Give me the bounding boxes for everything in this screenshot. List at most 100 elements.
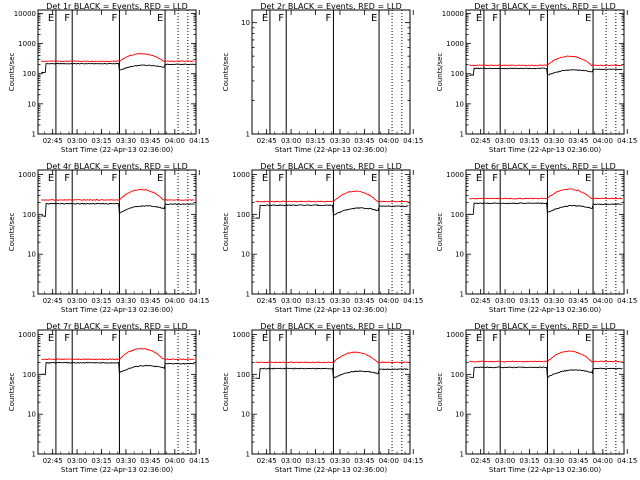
x-tick-label: 03:00	[281, 137, 301, 145]
marker-label: F	[325, 333, 331, 344]
x-tick-label: 03:45	[354, 297, 374, 305]
y-tick-label: 1	[246, 131, 250, 139]
panel-det-6: Det 6r BLACK = Events, RED = LLD 1 10 100 10…	[436, 162, 637, 314]
x-axis-label: Start Time (22-Apr-13 02:36:00)	[61, 466, 173, 474]
panel-title: Det 1r BLACK = Events, RED = LLD	[46, 2, 188, 11]
x-tick-label: 04:00	[593, 297, 613, 305]
y-tick-label: 10000	[442, 10, 464, 18]
marker-label: E	[371, 173, 377, 184]
x-tick-label: 03:00	[495, 137, 515, 145]
marker-label: F	[539, 13, 545, 24]
panel-title: Det 5r BLACK = Events, RED = LLD	[260, 162, 402, 171]
y-axis-label: Counts/sec	[222, 373, 230, 412]
y-tick-label: 1000	[446, 331, 464, 339]
x-tick-label: 04:15	[189, 457, 209, 465]
x-tick-label: 02:45	[471, 297, 491, 305]
x-tick-label: 03:00	[281, 297, 301, 305]
y-tick-label: 1000	[18, 171, 36, 179]
marker-label: E	[371, 13, 377, 24]
marker-label: E	[157, 333, 163, 344]
series-events-line	[255, 367, 409, 380]
x-tick-label: 04:00	[593, 457, 613, 465]
x-tick-label: 02:45	[43, 457, 63, 465]
y-tick-label: 10	[455, 100, 464, 108]
y-tick-label: 1	[460, 451, 464, 459]
marker-label: E	[157, 173, 163, 184]
y-tick-label: 10	[241, 411, 250, 419]
y-tick-label: 10	[27, 100, 36, 108]
series-lld-line	[255, 351, 409, 364]
plot-frame	[37, 9, 197, 135]
y-tick-label: 100	[23, 70, 36, 78]
x-tick-label: 03:45	[140, 457, 160, 465]
panel-title: Det 8r BLACK = Events, RED = LLD	[260, 322, 402, 331]
y-tick-label: 10	[241, 251, 250, 259]
panel-det-3: Det 3r BLACK = Events, RED = LLD 1 10 100 10…	[436, 2, 637, 154]
y-tick-label: 100	[237, 211, 250, 219]
marker-label: E	[585, 173, 591, 184]
y-axis-label: Counts/sec	[8, 53, 16, 92]
y-tick-label: 1	[32, 451, 36, 459]
marker-label: F	[278, 13, 284, 24]
marker-label: F	[539, 333, 545, 344]
panel-title: Det 4r BLACK = Events, RED = LLD	[46, 162, 188, 171]
panel-title: Det 9r BLACK = Events, RED = LLD	[474, 322, 616, 331]
x-tick-label: 03:45	[354, 137, 374, 145]
y-tick-label: 10	[27, 251, 36, 259]
x-tick-label: 03:15	[91, 137, 111, 145]
plot-frame	[465, 169, 625, 295]
series-lld-line	[41, 347, 195, 361]
series-lld-line	[41, 52, 195, 63]
series-events-line	[469, 67, 623, 76]
x-tick-label: 03:30	[330, 137, 350, 145]
marker-label: E	[585, 333, 591, 344]
x-tick-label: 03:15	[91, 457, 111, 465]
x-axis-label: Start Time (22-Apr-13 02:36:00)	[489, 146, 601, 154]
marker-label: F	[64, 333, 70, 344]
panel-title: Det 3r BLACK = Events, RED = LLD	[474, 2, 616, 11]
x-axis-label: Start Time (22-Apr-13 02:36:00)	[61, 306, 173, 314]
x-tick-label: 03:15	[91, 297, 111, 305]
x-tick-label: 04:15	[403, 297, 423, 305]
marker-label: E	[157, 13, 163, 24]
x-tick-label: 02:45	[257, 137, 277, 145]
marker-label: E	[262, 13, 268, 24]
x-tick-label: 03:15	[519, 457, 539, 465]
x-tick-label: 03:00	[67, 137, 87, 145]
panel-det-1: Det 1r BLACK = Events, RED = LLD 1 10 100 10…	[8, 2, 209, 154]
x-tick-label: 03:30	[116, 297, 136, 305]
series-events-line	[41, 202, 195, 217]
panel-det-4: Det 4r BLACK = Events, RED = LLD 1 10 100 10…	[8, 162, 209, 314]
y-axis-label: Counts/sec	[8, 213, 16, 252]
x-tick-label: 03:15	[305, 457, 325, 465]
marker-label: E	[476, 333, 482, 344]
series-events-line	[41, 62, 195, 74]
x-tick-label: 03:45	[354, 457, 374, 465]
marker-label: E	[262, 173, 268, 184]
x-tick-label: 02:45	[257, 297, 277, 305]
marker-label: F	[492, 13, 498, 24]
x-tick-label: 02:45	[471, 457, 491, 465]
plot-frame	[251, 169, 411, 295]
x-tick-label: 03:15	[519, 137, 539, 145]
x-tick-label: 02:45	[43, 297, 63, 305]
y-axis-label: Counts/sec	[222, 53, 230, 92]
panel-det-7: Det 7r BLACK = Events, RED = LLD 1 10 100 10…	[8, 322, 209, 474]
x-tick-label: 03:30	[116, 137, 136, 145]
x-axis-label: Start Time (22-Apr-13 02:36:00)	[489, 466, 601, 474]
y-tick-label: 1000	[446, 40, 464, 48]
x-tick-label: 04:00	[379, 297, 399, 305]
y-tick-label: 100	[23, 371, 36, 379]
y-tick-label: 1000	[232, 171, 250, 179]
y-tick-label: 1000	[18, 331, 36, 339]
marker-label: E	[48, 13, 54, 24]
plot-frame	[251, 329, 411, 455]
x-tick-label: 03:15	[305, 297, 325, 305]
y-tick-label: 100	[237, 371, 250, 379]
x-tick-label: 04:00	[593, 137, 613, 145]
y-tick-label: 10	[241, 19, 250, 27]
x-tick-label: 03:45	[140, 137, 160, 145]
series-lld-line	[255, 190, 409, 203]
x-tick-label: 04:00	[379, 137, 399, 145]
x-tick-label: 02:45	[471, 137, 491, 145]
